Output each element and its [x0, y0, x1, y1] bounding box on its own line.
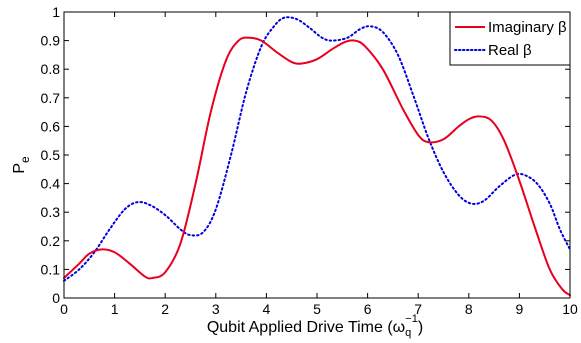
x-tick-label: 4	[263, 301, 271, 317]
y-tick-label: 1	[52, 4, 60, 20]
svg-text:Pe: Pe	[11, 156, 32, 174]
y-tick-label: 0.5	[41, 147, 61, 163]
x-axis-title-sub: q	[405, 327, 411, 339]
x-tick-label: 3	[212, 301, 220, 317]
x-axis-title: Qubit Applied Drive Time (ωq −1)	[207, 313, 423, 339]
y-tick-label: 0	[52, 290, 60, 306]
y-tick-label: 0.3	[41, 204, 61, 220]
x-axis-title-main: Qubit Applied Drive Time (ω	[207, 319, 405, 336]
legend-label-imaginary: Imaginary β	[488, 19, 567, 36]
series-line-imaginary-beta	[63, 36, 571, 297]
y-tick-label: 0.9	[41, 33, 61, 49]
y-tick-label: 0.7	[41, 90, 61, 106]
y-tick-label: 0.6	[41, 118, 61, 134]
x-axis-title-close: )	[418, 319, 423, 336]
y-tick-label: 0.4	[41, 176, 61, 192]
y-axis-title: Pe	[11, 156, 32, 174]
legend: Imaginary β Real β	[449, 11, 571, 66]
x-tick-label: 6	[364, 301, 372, 317]
series-line-real-beta	[63, 16, 571, 282]
y-tick-label: 0.8	[41, 61, 61, 77]
y-axis-title-sub: e	[18, 156, 32, 163]
legend-box	[449, 11, 571, 66]
x-tick-label: 7	[414, 301, 422, 317]
x-tick-label: 5	[313, 301, 321, 317]
tick-labels: 0 1 2 3 4 5 6 7 8 9 10 0 0.1 0.2 0.3 0.4 0.5 0.6 0.7 0.8 0.9…	[41, 4, 578, 317]
x-tick-label: 0	[60, 301, 68, 317]
x-tick-label: 10	[562, 301, 578, 317]
x-tick-label: 8	[465, 301, 473, 317]
plot-area	[63, 16, 571, 297]
x-tick-label: 9	[516, 301, 524, 317]
y-tick-label: 0.2	[41, 233, 61, 249]
legend-label-real: Real β	[488, 42, 532, 59]
y-axis-title-main: P	[11, 163, 28, 174]
plot-frame	[63, 11, 571, 299]
y-tick-label: 0.1	[41, 261, 61, 277]
x-tick-label: 2	[161, 301, 169, 317]
x-tick-label: 1	[111, 301, 119, 317]
x-axis-title-sup: −1	[405, 313, 418, 325]
